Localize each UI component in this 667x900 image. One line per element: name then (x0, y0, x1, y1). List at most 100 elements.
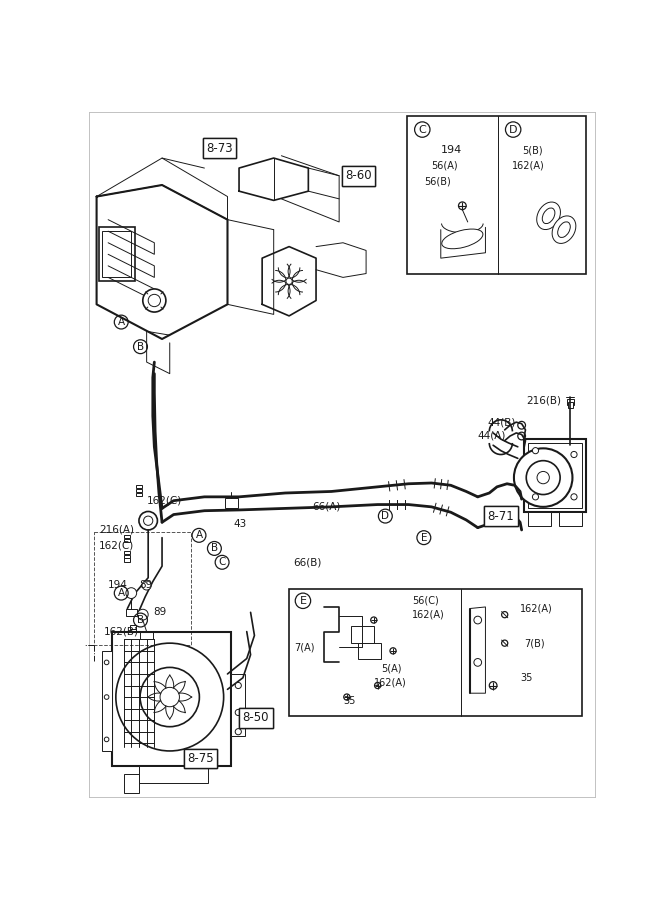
Bar (568, 402, 573, 409)
Circle shape (571, 494, 577, 500)
Text: 8-71: 8-71 (488, 509, 514, 523)
Ellipse shape (552, 216, 576, 243)
Text: B: B (137, 615, 144, 626)
Text: E: E (421, 533, 427, 543)
Text: 8-50: 8-50 (243, 711, 269, 724)
Text: 216(B): 216(B) (526, 396, 561, 406)
Bar (124, 554, 131, 558)
Bar (102, 231, 131, 277)
Text: 5(B): 5(B) (522, 145, 543, 156)
Bar (124, 536, 131, 538)
Circle shape (532, 494, 538, 500)
Circle shape (532, 447, 538, 454)
Text: 162(A): 162(A) (520, 604, 553, 614)
Bar (123, 774, 139, 793)
Bar (94, 532, 191, 645)
Bar (558, 512, 582, 526)
Text: 162(A): 162(A) (512, 161, 545, 171)
Circle shape (571, 452, 577, 457)
Text: 162(A): 162(A) (374, 678, 407, 688)
Ellipse shape (542, 208, 555, 223)
Text: 56(B): 56(B) (424, 176, 451, 186)
Text: 89: 89 (153, 608, 166, 617)
Bar (102, 651, 112, 751)
Circle shape (235, 682, 241, 688)
Text: 194: 194 (441, 145, 462, 156)
Text: 5(A): 5(A) (382, 663, 402, 673)
Text: 8-75: 8-75 (187, 752, 214, 765)
Text: 44(B): 44(B) (488, 418, 516, 428)
Text: 66(A): 66(A) (312, 502, 341, 512)
Bar (231, 674, 245, 735)
Text: 56(A): 56(A) (431, 161, 458, 171)
Circle shape (143, 516, 153, 526)
Circle shape (139, 511, 157, 530)
Text: 194: 194 (108, 580, 128, 590)
Text: 8-60: 8-60 (345, 169, 372, 183)
Text: 8-60: 8-60 (345, 169, 372, 183)
Circle shape (148, 294, 161, 307)
Text: 8-75: 8-75 (187, 752, 214, 765)
Text: B: B (137, 342, 144, 352)
Bar (225, 499, 237, 508)
Circle shape (142, 580, 151, 590)
Bar (528, 443, 582, 508)
Bar (124, 539, 131, 543)
Text: D: D (509, 124, 518, 135)
Circle shape (140, 668, 199, 726)
Text: A: A (195, 530, 203, 540)
Text: 35: 35 (343, 696, 356, 706)
Text: 44(A): 44(A) (478, 430, 506, 440)
Circle shape (235, 709, 241, 716)
Bar (136, 493, 142, 496)
Bar (141, 632, 153, 639)
Circle shape (537, 472, 550, 484)
Bar (129, 629, 136, 633)
Text: 8-73: 8-73 (207, 141, 233, 155)
Text: B: B (211, 544, 218, 554)
Bar (139, 767, 208, 783)
Text: A: A (117, 317, 125, 327)
Circle shape (104, 660, 109, 665)
Circle shape (474, 659, 482, 666)
Bar (136, 485, 142, 489)
Circle shape (126, 588, 137, 598)
Circle shape (474, 616, 482, 624)
Bar (124, 551, 131, 554)
Text: 8-50: 8-50 (243, 711, 269, 724)
Text: 162(A): 162(A) (412, 609, 445, 620)
Bar (99, 228, 135, 281)
Circle shape (514, 448, 572, 507)
Text: 8-71: 8-71 (488, 509, 514, 523)
Circle shape (137, 609, 148, 620)
Ellipse shape (537, 202, 560, 230)
Text: 35: 35 (520, 673, 532, 683)
Bar (528, 512, 551, 526)
Bar (124, 558, 131, 562)
Text: 7(A): 7(A) (295, 642, 315, 652)
Text: 43: 43 (233, 518, 247, 529)
Bar (358, 644, 382, 659)
Bar (289, 590, 582, 716)
Text: C: C (218, 557, 226, 567)
Text: D: D (382, 511, 390, 521)
Bar (351, 626, 374, 644)
Text: 8-73: 8-73 (207, 141, 233, 155)
Text: 162(C): 162(C) (99, 540, 134, 551)
Circle shape (104, 695, 109, 699)
Text: 56(C): 56(C) (412, 596, 439, 606)
Bar (136, 490, 142, 492)
Bar (126, 608, 137, 617)
Text: 7(B): 7(B) (524, 638, 544, 648)
Text: C: C (418, 124, 426, 135)
Text: 162(B): 162(B) (104, 626, 139, 636)
Bar (129, 626, 136, 628)
Ellipse shape (558, 221, 570, 238)
Ellipse shape (442, 230, 483, 248)
Circle shape (526, 461, 560, 494)
Text: 162(C): 162(C) (147, 496, 182, 506)
Circle shape (104, 737, 109, 742)
Text: 89: 89 (139, 580, 152, 590)
Circle shape (160, 688, 179, 706)
Circle shape (116, 644, 223, 751)
